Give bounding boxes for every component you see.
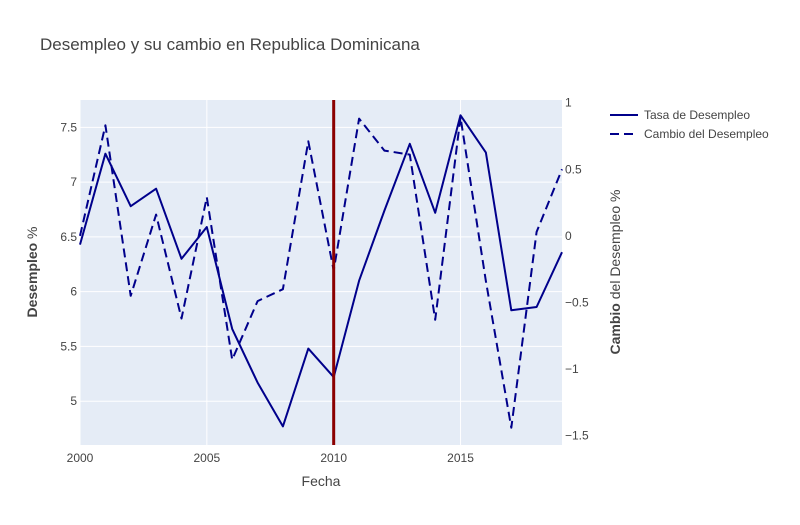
x-tick-label: 2000 — [67, 451, 94, 465]
x-tick-label: 2010 — [320, 451, 347, 465]
y2-tick-label: 0.5 — [565, 162, 582, 176]
y2-tick-label: −1.5 — [565, 429, 589, 443]
y2-axis-title-rest: del Desempleo % — [607, 190, 623, 304]
y-tick-label: 5.5 — [60, 339, 77, 353]
y-tick-label: 5 — [70, 394, 77, 408]
chart-title: Desempleo y su cambio en Republica Domin… — [40, 35, 420, 54]
y-axis-title: Desempleo % — [24, 226, 40, 317]
y2-axis-title: Cambio del Desempleo % — [607, 190, 623, 355]
y-tick-label: 7.5 — [60, 120, 77, 134]
y2-tick-label: −0.5 — [565, 295, 589, 309]
legend-label-tasa: Tasa de Desempleo — [644, 108, 750, 122]
y-axis-title-bold: Desempleo — [24, 243, 40, 318]
tick-labels: 2000 2005 2010 2015 5 5.5 6 6.5 7 7.5 1 0.5 0 −0.5 −1 −… — [60, 96, 589, 465]
x-axis-title: Fecha — [302, 473, 341, 489]
legend[interactable]: Tasa de Desempleo Cambio del Desempleo — [610, 108, 769, 141]
x-tick-label: 2015 — [447, 451, 474, 465]
y2-tick-label: 0 — [565, 229, 572, 243]
y-tick-label: 7 — [70, 175, 77, 189]
y-axis-title-rest: % — [24, 226, 40, 242]
plot-area — [80, 100, 562, 445]
y-tick-label: 6.5 — [60, 230, 77, 244]
y2-tick-label: −1 — [565, 362, 579, 376]
series-layer — [79, 100, 563, 445]
y2-axis-title-bold: Cambio — [607, 303, 623, 354]
series-line-cambio — [79, 116, 563, 429]
legend-item-tasa[interactable]: Tasa de Desempleo — [610, 108, 750, 122]
y2-tick-label: 1 — [565, 96, 572, 110]
legend-item-cambio[interactable]: Cambio del Desempleo — [610, 127, 769, 141]
series-line-tasa — [79, 114, 563, 428]
y-tick-label: 6 — [70, 285, 77, 299]
x-tick-label: 2005 — [193, 451, 220, 465]
legend-label-cambio: Cambio del Desempleo — [644, 127, 769, 141]
